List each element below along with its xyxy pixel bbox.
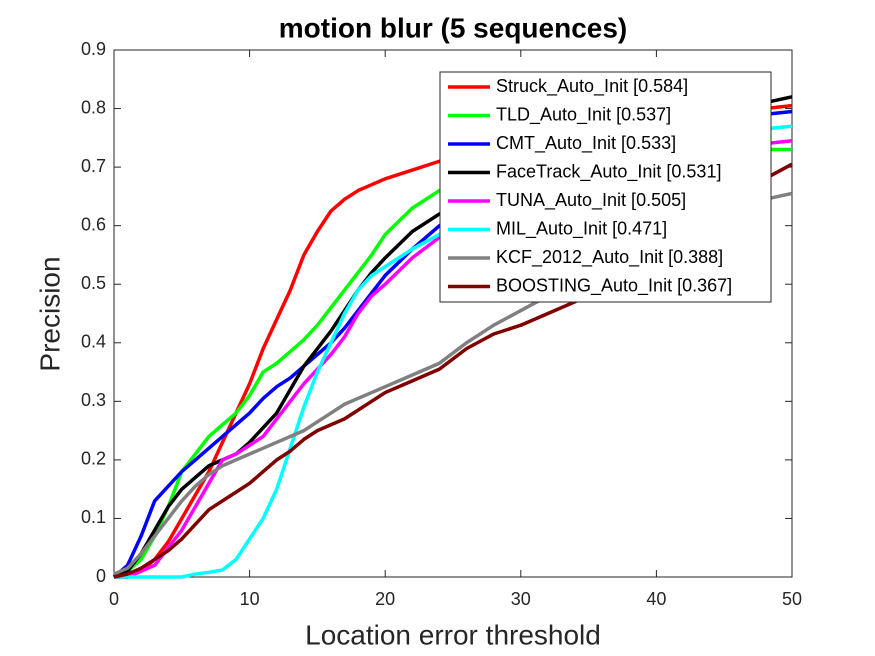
x-axis-label: Location error threshold (305, 619, 601, 650)
legend-label: CMT_Auto_Init [0.533] (496, 133, 676, 154)
legend-label: Struck_Auto_Init [0.584] (496, 76, 688, 97)
y-tick-label: 0.3 (81, 390, 106, 410)
legend-label: KCF_2012_Auto_Init [0.388] (496, 247, 723, 268)
y-tick-label: 0.5 (81, 273, 106, 293)
legend-label: MIL_Auto_Init [0.471] (496, 218, 667, 239)
y-tick-label: 0.6 (81, 214, 106, 234)
chart-title: motion blur (5 sequences) (279, 12, 628, 43)
x-tick-label: 30 (511, 589, 531, 609)
y-tick-label: 0.2 (81, 449, 106, 469)
y-tick-label: 0.8 (81, 97, 106, 117)
y-tick-label: 0 (96, 566, 106, 586)
x-tick-label: 0 (109, 589, 119, 609)
y-tick-label: 0.9 (81, 39, 106, 59)
y-tick-label: 0.7 (81, 156, 106, 176)
x-tick-label: 10 (240, 589, 260, 609)
legend-box (439, 71, 772, 303)
legend-label: TLD_Auto_Init [0.537] (496, 104, 671, 125)
y-tick-label: 0.4 (81, 332, 106, 352)
legend-label: BOOSTING_Auto_Init [0.367] (496, 275, 732, 296)
legend-label: TUNA_Auto_Init [0.505] (496, 190, 686, 211)
x-tick-label: 50 (782, 589, 802, 609)
x-tick-label: 20 (375, 589, 395, 609)
y-tick-label: 0.1 (81, 507, 106, 527)
x-tick-label: 40 (646, 589, 666, 609)
y-axis-label: Precision (34, 256, 65, 371)
legend-label: FaceTrack_Auto_Init [0.531] (496, 161, 721, 182)
